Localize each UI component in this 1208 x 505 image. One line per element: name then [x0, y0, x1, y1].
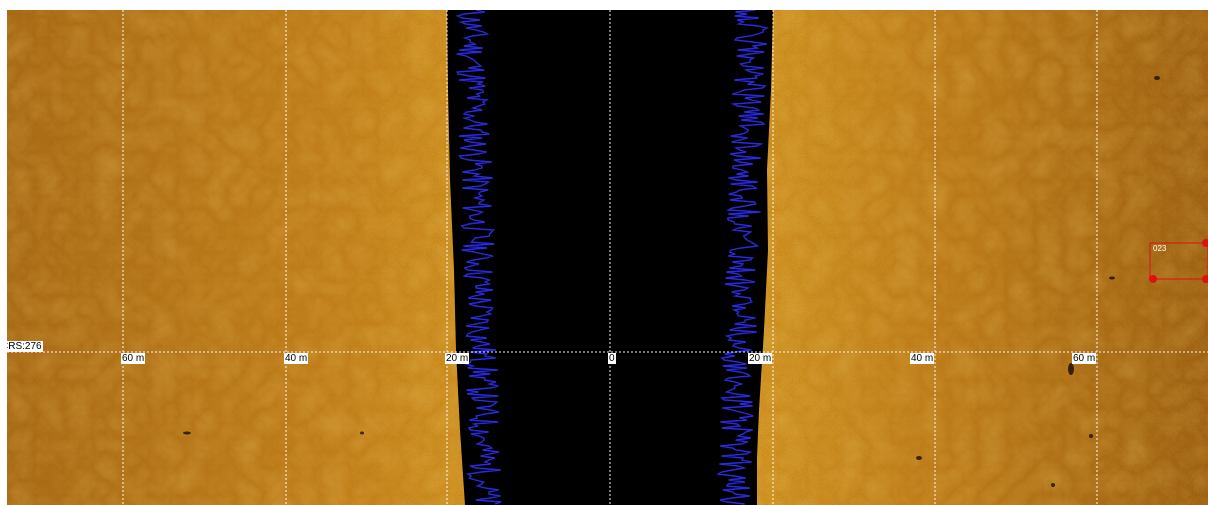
range-label-stbd-20: 20 m	[748, 353, 773, 364]
range-label-port-20: 20 m	[445, 353, 470, 364]
port-altitude-trace	[455, 10, 502, 505]
range-grid	[7, 10, 1208, 505]
starboard-altitude-trace	[716, 10, 769, 505]
range-label-stbd-60: 60 m	[1072, 353, 1097, 364]
range-label-port-40: 40 m	[284, 353, 309, 364]
starboard-seabed-texture2	[757, 10, 1208, 505]
target-corner-handle[interactable]	[1149, 275, 1157, 283]
target-label: 023	[1153, 244, 1167, 253]
range-label-stbd-40: 40 m	[910, 353, 935, 364]
sonar-waterfall-canvas[interactable]	[7, 10, 1208, 505]
range-label-nadir: 0	[608, 353, 616, 364]
sidescan-sonar-view[interactable]: CRS:276 60 m 40 m 20 m 0 20 m 40 m 60 m …	[7, 10, 1208, 505]
course-label: CRS:276	[7, 341, 43, 352]
target-corner-handle[interactable]	[1202, 275, 1208, 283]
target-corner-handle[interactable]	[1202, 239, 1208, 247]
range-label-port-60: 60 m	[121, 353, 146, 364]
seabed-features	[183, 76, 1160, 487]
water-column	[447, 10, 773, 505]
port-seabed-texture2	[7, 10, 477, 505]
target-marker[interactable]	[1149, 239, 1208, 283]
